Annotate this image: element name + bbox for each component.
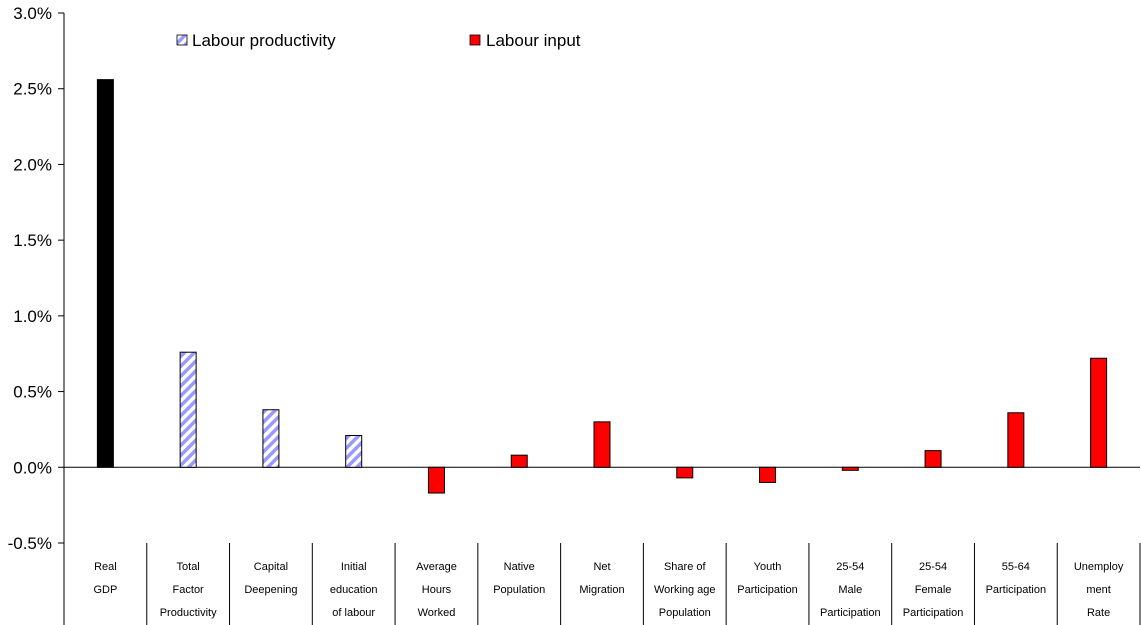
y-tick-label: 2.0% [13, 155, 52, 174]
legend-label-labour-productivity: Labour productivity [192, 31, 336, 50]
x-tick-label: Deepening [244, 584, 297, 596]
x-tick-label: Net [593, 561, 610, 573]
x-tick-label: GDP [93, 584, 117, 596]
x-tick-label: Participation [903, 607, 964, 619]
plot-area: -0.5% 0.0% 0.5% 1.0% 1.5% 2.0% 2.5% 3.0% Real GDP… [8, 4, 1141, 625]
x-tick-label: Productivity [160, 607, 217, 619]
legend: Labour productivity Labour input [176, 31, 581, 50]
x-tick-label: Total [177, 561, 200, 573]
x-tick-label: Youth [754, 561, 782, 573]
legend-label-labour-input: Labour input [486, 31, 581, 50]
bar [759, 466, 777, 483]
bar [924, 450, 942, 468]
x-tick-label: Initial [341, 561, 367, 573]
x-tick-label: 25-54 [836, 561, 864, 573]
x-tick-label: Participation [737, 584, 798, 596]
bar [96, 79, 114, 468]
y-tick-label: 2.5% [13, 80, 52, 99]
x-tick-label: Participation [820, 607, 881, 619]
bar [345, 434, 363, 468]
x-tick-label: Population [659, 607, 711, 619]
y-tick-label: 1.0% [13, 307, 52, 326]
x-tick-label: Female [915, 584, 952, 596]
x-tick-label: 55-64 [1002, 561, 1030, 573]
x-tick-label: Real [94, 561, 117, 573]
x-tick-label: Share of [664, 561, 707, 573]
bar [593, 421, 611, 468]
bar [1090, 357, 1108, 468]
bar [510, 454, 528, 468]
x-tick-label: Participation [986, 584, 1047, 596]
y-tick-label: 3.0% [13, 4, 52, 23]
y-tick-label: -0.5% [8, 534, 52, 553]
x-tick-label: Rate [1087, 607, 1110, 619]
x-tick-label: 25-54 [919, 561, 947, 573]
bar [262, 409, 280, 468]
x-tick-label: Male [838, 584, 862, 596]
bar [841, 466, 859, 471]
bar [179, 351, 197, 468]
x-tick-label: Unemploy [1074, 561, 1124, 573]
x-tick-label: Factor [173, 584, 205, 596]
x-tick-label: Migration [579, 584, 624, 596]
legend-swatch-labour-productivity [176, 34, 188, 46]
y-tick-label: 1.5% [13, 231, 52, 250]
x-tick-label: education [330, 584, 378, 596]
x-tick-label: Average [416, 561, 457, 573]
y-tick-label: 0.5% [13, 383, 52, 402]
x-tick-label: Population [493, 584, 545, 596]
bar [676, 466, 694, 479]
y-tick-label: 0.0% [13, 458, 52, 477]
x-tick-label: Native [504, 561, 535, 573]
x-tick-label: of labour [332, 607, 375, 619]
x-tick-label: Working age [654, 584, 716, 596]
x-tick-label: Hours [422, 584, 452, 596]
x-tick-label: ment [1086, 584, 1110, 596]
x-tick-label: Worked [418, 607, 456, 619]
bar [1007, 412, 1025, 468]
legend-swatch-labour-input [469, 34, 481, 46]
bar [427, 466, 445, 494]
x-tick-label: Capital [254, 561, 288, 573]
